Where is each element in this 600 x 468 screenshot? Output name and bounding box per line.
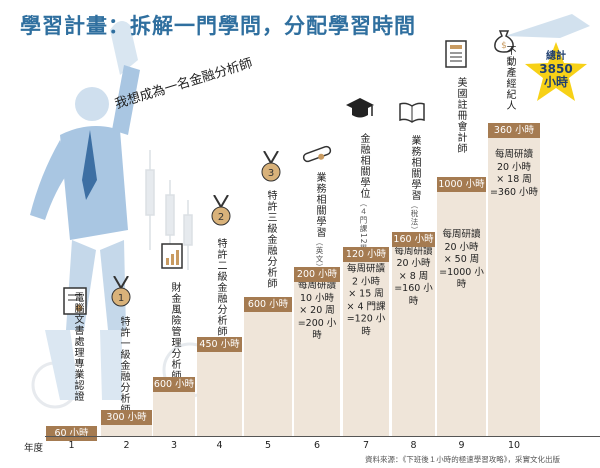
year-tick: 1	[68, 440, 75, 451]
step-hours-1: 60 小時	[46, 426, 97, 441]
step-name-5: 特許三級金融分析師	[263, 190, 278, 289]
medal-3-icon: 3	[258, 150, 284, 187]
step-name-text: 特許二級金融分析師	[215, 238, 226, 337]
step-column-3	[153, 392, 195, 436]
step-name-text: 財金風險管理分析師	[169, 282, 180, 381]
step-name-text: 業務相關學習	[409, 135, 420, 201]
step-hours-10: 360 小時	[488, 123, 540, 138]
step-name-8: 業務相關學習（稅法）	[407, 135, 422, 235]
step-name-7: 金融相關學位（４門課12學分）	[356, 133, 371, 270]
step-name-text: 業務相關學習	[314, 172, 325, 238]
step-hours-9: 1000 小時	[437, 177, 486, 192]
page-title: 學習計畫：拆解一門學問，分配學習時間	[20, 14, 416, 38]
step-name-text: 美國註冊會計師	[455, 77, 466, 154]
svg-text:3: 3	[268, 168, 274, 179]
total-label: 總計	[546, 51, 566, 62]
step-name-sub: （英文）	[315, 238, 324, 272]
step-name-sub: （４門課12學分）	[359, 199, 368, 271]
step-column-2	[101, 425, 152, 436]
step-column-6: 每周研讀 10 小時 × 20 周 =200 小時	[294, 279, 340, 436]
year-tick: 2	[123, 440, 130, 451]
step-column-8: 每周研讀 20 小時 × 8 周 =160 小時	[392, 245, 435, 436]
year-axis-label: 年度	[24, 443, 44, 454]
step-column-7: 每周研讀 2 小時 × 15 周 × 4 門課 =120 小時	[343, 262, 389, 436]
step-name-1: 電腦文書處理專業認證	[70, 292, 85, 402]
medal-2-icon: 2	[208, 194, 234, 231]
svg-text:1: 1	[118, 293, 124, 304]
step-name-sub: （稅法）	[410, 201, 419, 235]
diploma-scroll-icon	[300, 143, 334, 169]
step-hours-4: 450 小時	[197, 337, 242, 352]
year-tick: 6	[313, 440, 321, 451]
year-tick: 7	[362, 440, 370, 451]
step-name-text: 金融相關學位	[358, 133, 369, 199]
step-detail: 每周研讀 20 小時 × 8 周 =160 小時	[394, 245, 433, 307]
step-detail: 每周研讀 10 小時 × 20 周 =200 小時	[297, 279, 337, 341]
source-note: 資料來源：《下班後１小時的極速學習攻略》，采實文化出版	[365, 455, 560, 464]
step-name-3: 財金風險管理分析師	[167, 282, 182, 381]
step-name-text: 特許一級金融分析師	[118, 316, 129, 415]
total-badge: 總計 3850 小時	[524, 50, 588, 89]
step-name-6: 業務相關學習（英文）	[312, 172, 327, 272]
step-column-10: 每周研讀 20 小時 × 18 周 =360 小時	[488, 138, 540, 436]
star-icon	[525, 42, 587, 101]
svg-text:$: $	[501, 41, 507, 51]
step-column-4	[197, 352, 242, 436]
report-chart-icon	[160, 240, 186, 274]
step-hours-7: 120 小時	[343, 247, 389, 262]
step-column-5	[244, 312, 292, 436]
total-unit: 小時	[543, 75, 568, 89]
step-name-10: 不動產經紀人	[502, 45, 517, 111]
money-bag-icon: $	[492, 27, 516, 57]
year-tick: 8	[410, 440, 417, 451]
step-hours-8: 160 小時	[392, 232, 435, 247]
year-tick: 4	[216, 440, 223, 451]
step-column-9: 每周研讀 20 小時 × 50 周 =1000 小時	[437, 192, 486, 436]
step-name-2: 特許一級金融分析師	[116, 316, 131, 415]
open-book-icon	[398, 100, 426, 128]
step-detail: 每周研讀 20 小時 × 50 周 =1000 小時	[439, 228, 484, 290]
step-name-text: 特許三級金融分析師	[265, 190, 276, 289]
total-value: 3850	[539, 62, 573, 76]
year-axis-line	[45, 436, 600, 438]
graduation-cap-icon	[345, 96, 375, 126]
step-name-9: 美國註冊會計師	[453, 77, 468, 154]
step-name-text: 不動產經紀人	[504, 45, 515, 111]
year-tick: 3	[170, 440, 178, 451]
step-hours-6: 200 小時	[294, 267, 340, 282]
certificate-icon	[62, 286, 88, 320]
step-hours-5: 600 小時	[244, 297, 292, 312]
year-tick: 5	[264, 440, 272, 451]
step-hours-3: 600 小時	[153, 377, 195, 392]
step-hours-2: 300 小時	[101, 410, 152, 425]
year-tick: 9	[458, 440, 465, 451]
medal-1-icon: 1	[108, 275, 134, 312]
step-detail: 每周研讀 2 小時 × 15 周 × 4 門課 =120 小時	[346, 263, 386, 338]
svg-text:2: 2	[218, 212, 224, 223]
year-tick: 10	[507, 440, 521, 451]
step-detail: 每周研讀 20 小時 × 18 周 =360 小時	[489, 149, 539, 198]
document-icon	[444, 39, 468, 73]
step-name-4: 特許二級金融分析師	[213, 238, 228, 337]
step-name-text: 電腦文書處理專業認證	[72, 292, 83, 402]
